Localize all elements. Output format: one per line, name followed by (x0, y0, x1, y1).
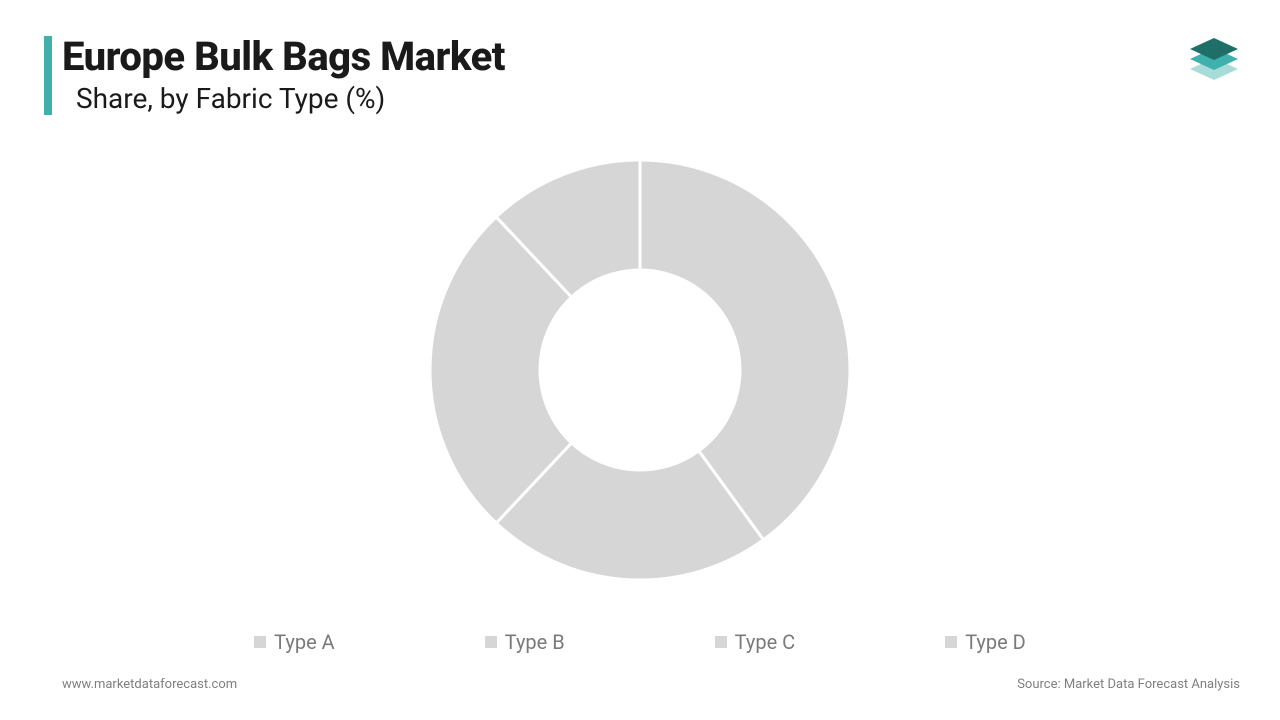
brand-logo (1182, 24, 1246, 92)
donut-chart (0, 154, 1280, 614)
footer-source: Source: Market Data Forecast Analysis (1017, 677, 1240, 692)
accent-bar (44, 36, 52, 115)
legend-label: Type D (965, 630, 1026, 654)
legend-item: Type A (254, 630, 335, 654)
page-title: Europe Bulk Bags Market (62, 36, 505, 78)
legend-swatch (485, 636, 497, 648)
legend-swatch (254, 636, 266, 648)
legend-item: Type B (485, 630, 565, 654)
legend-label: Type C (735, 630, 796, 654)
footer-url: www.marketdataforecast.com (62, 677, 237, 692)
donut-chart-svg (0, 154, 1280, 614)
page-subtitle: Share, by Fabric Type (%) (76, 82, 505, 115)
legend-item: Type C (715, 630, 796, 654)
legend-swatch (945, 636, 957, 648)
page: Europe Bulk Bags Market Share, by Fabric… (0, 0, 1280, 720)
legend-label: Type A (274, 630, 335, 654)
legend-item: Type D (945, 630, 1026, 654)
legend-swatch (715, 636, 727, 648)
legend-label: Type B (505, 630, 565, 654)
title-block: Europe Bulk Bags Market Share, by Fabric… (62, 36, 505, 115)
header: Europe Bulk Bags Market Share, by Fabric… (44, 36, 505, 115)
layers-icon (1182, 24, 1246, 88)
legend: Type A Type B Type C Type D (0, 630, 1280, 654)
